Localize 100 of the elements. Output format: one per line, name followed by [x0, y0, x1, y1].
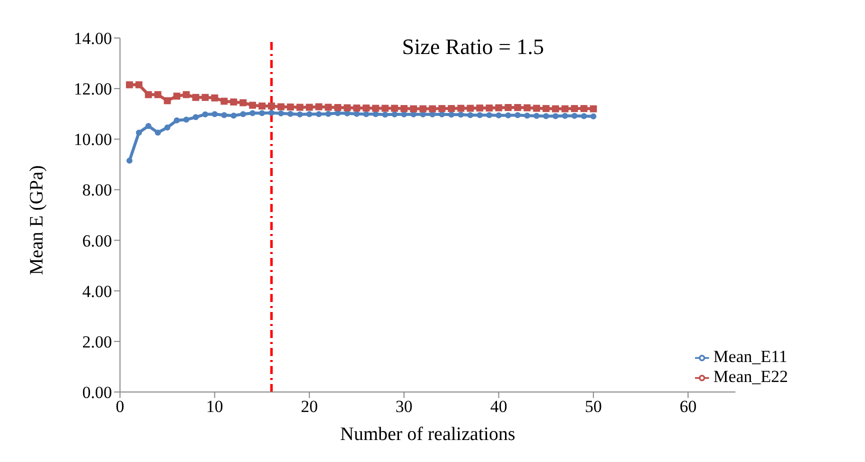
point — [173, 92, 180, 100]
point — [467, 112, 474, 118]
legend-label: Mean_E22 — [713, 367, 788, 386]
point — [240, 111, 246, 118]
point — [296, 111, 303, 118]
point — [353, 104, 360, 112]
point — [533, 104, 540, 112]
point — [590, 113, 596, 120]
point — [457, 104, 464, 112]
point — [230, 98, 238, 106]
point — [382, 112, 388, 118]
point — [249, 102, 256, 109]
point — [211, 94, 218, 102]
point — [221, 112, 228, 118]
point — [400, 105, 408, 112]
point — [410, 105, 417, 112]
point — [495, 104, 502, 112]
point — [580, 105, 588, 112]
point — [296, 104, 304, 111]
x-tick-label: 0 — [116, 397, 124, 416]
point — [552, 113, 559, 120]
point — [438, 105, 446, 112]
point — [534, 112, 540, 119]
x-tick-label: 50 — [584, 397, 602, 416]
point — [277, 103, 284, 110]
point — [192, 94, 200, 101]
point — [562, 112, 568, 119]
point — [230, 112, 237, 119]
point — [250, 110, 256, 116]
x-tick-label: 10 — [206, 397, 224, 416]
point — [363, 111, 370, 118]
point — [344, 104, 351, 112]
point — [144, 91, 152, 98]
point — [212, 111, 218, 118]
point — [419, 105, 426, 112]
point — [486, 112, 492, 118]
point — [126, 158, 132, 164]
point — [571, 112, 578, 119]
point — [476, 104, 484, 112]
x-tick-label: 30 — [396, 397, 413, 416]
point — [334, 104, 342, 112]
point — [126, 81, 133, 88]
point — [504, 104, 512, 112]
point — [192, 114, 199, 120]
point — [259, 110, 266, 116]
point — [524, 112, 530, 119]
point — [476, 112, 483, 118]
point — [466, 104, 474, 112]
x-axis-title: Number of realizations — [340, 424, 516, 445]
point — [145, 122, 152, 129]
point — [580, 113, 587, 120]
y-tick-label: 4.00 — [82, 282, 112, 301]
point — [324, 104, 332, 111]
x-tick-label: 40 — [490, 397, 508, 416]
point — [496, 112, 502, 118]
point — [287, 110, 294, 117]
point — [524, 104, 531, 112]
point — [590, 105, 597, 112]
point — [316, 111, 322, 118]
point — [202, 111, 208, 118]
point — [164, 97, 171, 104]
point — [202, 94, 209, 101]
point — [372, 104, 380, 112]
point — [135, 81, 142, 88]
y-tick-label: 12.00 — [74, 80, 112, 99]
point — [505, 112, 512, 118]
point — [486, 104, 493, 112]
point — [392, 111, 398, 118]
chart-title: Size Ratio = 1.5 — [402, 34, 544, 59]
point — [458, 112, 464, 118]
point — [391, 104, 398, 112]
point — [362, 104, 370, 112]
point — [428, 105, 436, 112]
y-tick-label: 0.00 — [82, 383, 112, 402]
point — [552, 105, 560, 112]
point — [514, 104, 522, 112]
point — [514, 112, 521, 118]
point — [183, 116, 190, 123]
point — [306, 104, 313, 111]
point — [268, 110, 274, 116]
point — [154, 91, 162, 98]
point — [220, 98, 228, 105]
point — [306, 111, 312, 118]
point — [258, 102, 266, 110]
point — [286, 104, 294, 111]
y-tick-label: 10.00 — [74, 130, 112, 150]
point — [136, 130, 142, 136]
point — [448, 105, 455, 112]
point — [240, 99, 247, 106]
point — [164, 124, 170, 131]
point — [543, 113, 550, 120]
point — [278, 110, 284, 116]
point — [561, 105, 568, 112]
point — [154, 130, 161, 136]
y-tick-label: 8.00 — [82, 180, 112, 200]
point — [542, 105, 550, 112]
point — [268, 102, 275, 110]
y-tick-label: 14.00 — [74, 29, 112, 48]
legend-label: Mean_E11 — [713, 347, 788, 366]
point — [570, 105, 578, 112]
